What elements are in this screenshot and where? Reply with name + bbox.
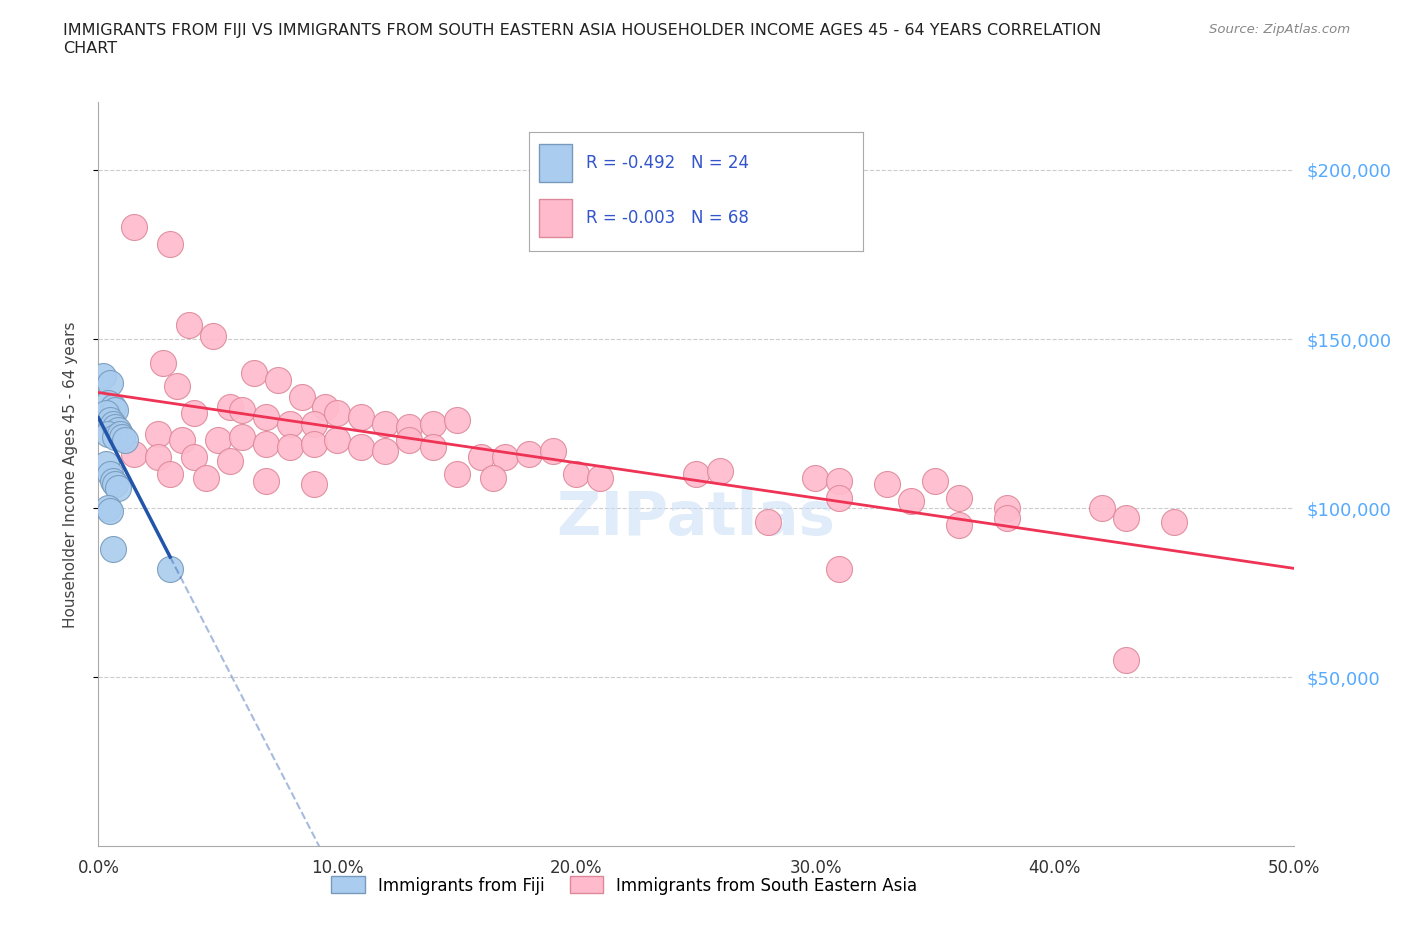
Point: [398, 419, 420, 434]
Point: [148, 426, 170, 441]
Point: [326, 406, 349, 421]
Point: [828, 562, 851, 577]
Point: [302, 436, 325, 451]
Point: [995, 511, 1018, 525]
Point: [446, 413, 468, 428]
Point: [828, 473, 851, 488]
Point: [111, 430, 134, 445]
Point: [374, 416, 396, 431]
Point: [541, 444, 564, 458]
Point: [98, 413, 122, 428]
Point: [565, 467, 588, 482]
Point: [219, 399, 242, 414]
Point: [202, 328, 225, 343]
Point: [159, 467, 181, 482]
Point: [101, 399, 124, 414]
Point: [104, 477, 127, 492]
Point: [183, 450, 205, 465]
Point: [709, 463, 731, 478]
Point: [107, 481, 129, 496]
Text: IMMIGRANTS FROM FIJI VS IMMIGRANTS FROM SOUTH EASTERN ASIA HOUSEHOLDER INCOME AG: IMMIGRANTS FROM FIJI VS IMMIGRANTS FROM …: [63, 23, 1101, 56]
Point: [446, 467, 468, 482]
Point: [97, 426, 120, 441]
Point: [315, 399, 337, 414]
Point: [172, 433, 194, 448]
Point: [422, 416, 444, 431]
Point: [98, 376, 122, 391]
Point: [195, 471, 218, 485]
Point: [756, 514, 779, 529]
Point: [494, 450, 516, 465]
Point: [995, 500, 1018, 515]
Point: [685, 467, 707, 482]
Point: [267, 372, 290, 387]
Point: [828, 490, 851, 505]
Point: [302, 477, 325, 492]
Point: [278, 440, 301, 455]
Point: [101, 416, 124, 431]
Point: [159, 562, 181, 577]
Legend: Immigrants from Fiji, Immigrants from South Eastern Asia: Immigrants from Fiji, Immigrants from So…: [325, 870, 924, 901]
Point: [114, 433, 136, 448]
Text: Source: ZipAtlas.com: Source: ZipAtlas.com: [1209, 23, 1350, 36]
Point: [1163, 514, 1185, 529]
Point: [183, 406, 205, 421]
Point: [900, 494, 922, 509]
Point: [219, 453, 242, 468]
Point: [254, 409, 277, 424]
Point: [108, 426, 131, 441]
Point: [104, 430, 127, 445]
Point: [1115, 511, 1137, 525]
Point: [948, 490, 970, 505]
Point: [166, 379, 188, 393]
Point: [254, 436, 277, 451]
Point: [924, 473, 946, 488]
Point: [517, 446, 540, 461]
Point: [97, 500, 120, 515]
Point: [124, 446, 146, 461]
Point: [1091, 500, 1114, 515]
Point: [374, 444, 396, 458]
Point: [231, 403, 253, 418]
Y-axis label: Householder Income Ages 45 - 64 years: Householder Income Ages 45 - 64 years: [63, 321, 77, 628]
Point: [422, 440, 444, 455]
Point: [94, 457, 117, 472]
Point: [159, 237, 181, 252]
Point: [207, 433, 229, 448]
Point: [148, 450, 170, 465]
Point: [398, 433, 420, 448]
Point: [91, 369, 114, 384]
Point: [278, 416, 301, 431]
Point: [152, 355, 174, 370]
Point: [1115, 653, 1137, 668]
Point: [948, 518, 970, 533]
Text: ZIPatlas: ZIPatlas: [557, 489, 835, 549]
Point: [326, 433, 349, 448]
Point: [107, 423, 129, 438]
Point: [101, 473, 124, 488]
Point: [291, 389, 314, 404]
Point: [481, 471, 505, 485]
Point: [104, 403, 127, 418]
Point: [350, 440, 373, 455]
Point: [101, 541, 124, 556]
Point: [589, 471, 612, 485]
Point: [231, 430, 253, 445]
Point: [350, 409, 373, 424]
Point: [98, 467, 122, 482]
Point: [124, 220, 146, 235]
Point: [97, 396, 120, 411]
Point: [876, 477, 898, 492]
Point: [470, 450, 492, 465]
Point: [254, 473, 277, 488]
Point: [804, 471, 827, 485]
Point: [302, 416, 325, 431]
Point: [94, 406, 117, 421]
Point: [243, 365, 266, 380]
Point: [104, 419, 127, 434]
Point: [179, 318, 201, 333]
Point: [98, 504, 122, 519]
